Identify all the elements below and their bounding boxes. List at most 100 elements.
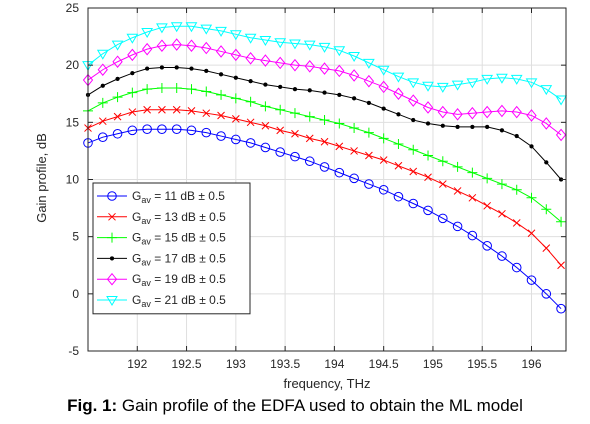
data-point [143, 105, 151, 114]
series-1 [83, 124, 566, 314]
data-point [201, 41, 212, 55]
data-point [171, 124, 182, 134]
data-point [141, 28, 154, 38]
data-point [451, 80, 464, 91]
data-point [201, 86, 212, 97]
legend-box [92, 182, 251, 315]
data-point [452, 108, 463, 121]
data-point [215, 26, 227, 37]
data-point [541, 204, 552, 215]
data-point [141, 42, 153, 56]
data-point [392, 72, 405, 83]
legend-marker [106, 272, 118, 286]
data-point [112, 55, 123, 69]
y-tick-label: -5 [68, 344, 79, 358]
data-point [319, 162, 330, 172]
y-tick-label: 20 [66, 58, 80, 72]
data-point [363, 58, 375, 69]
data-point [510, 74, 523, 85]
legend-marker [106, 296, 118, 306]
series-5 [82, 38, 567, 142]
tick-layer: 192 192.5 193 193.5 194 194.5 195 195.5 196 -5 0 5 1… [66, 1, 566, 371]
data-point [409, 167, 418, 176]
data-point [156, 39, 168, 53]
data-point [112, 92, 123, 103]
data-point [555, 128, 567, 142]
data-point [393, 139, 404, 150]
data-point [233, 75, 238, 80]
data-point [437, 105, 448, 119]
data-point [304, 60, 315, 73]
data-point [467, 106, 478, 120]
data-point [377, 65, 390, 76]
data-point [158, 105, 166, 114]
data-point [319, 62, 330, 75]
data-point [511, 105, 522, 119]
data-point [217, 111, 225, 120]
data-point [307, 88, 312, 93]
data-point [381, 106, 386, 111]
legend-label: Gav = 11 dB ± 0.5 [132, 189, 225, 205]
legend-item: Gav = 17 dB ± 0.5 [97, 251, 226, 267]
legend-marker [108, 212, 116, 221]
data-point [96, 49, 109, 60]
data-point [144, 66, 150, 71]
data-point [334, 118, 345, 129]
data-point [290, 151, 300, 162]
data-point [468, 193, 477, 202]
legend-label: Gav = 19 dB ± 0.5 [132, 272, 226, 288]
data-point [363, 127, 374, 138]
legend-item: Gav = 21 dB ± 0.5 [97, 293, 226, 309]
data-point [499, 128, 505, 133]
data-point [408, 198, 419, 209]
data-point [289, 108, 300, 119]
data-point [350, 147, 358, 155]
data-point [112, 128, 123, 139]
data-point [115, 76, 120, 82]
x-tick-label: 194 [324, 357, 344, 371]
data-point [351, 96, 357, 101]
legend-label: Gav = 21 dB ± 0.5 [132, 293, 226, 309]
y-axis-label: Gain profile, dB [34, 133, 49, 223]
data-point [172, 105, 181, 114]
data-point [216, 89, 227, 100]
data-point [318, 42, 331, 53]
data-point [289, 39, 301, 50]
data-point [496, 104, 508, 118]
x-tick-label: 195 [423, 357, 443, 371]
data-point [97, 97, 108, 108]
data-point [230, 48, 241, 62]
data-point [126, 33, 139, 44]
data-point [541, 117, 552, 130]
data-point [481, 74, 494, 85]
x-tick-label: 193 [226, 357, 246, 371]
caption-text: Gain profile of the EDFA used to obtain … [121, 396, 523, 415]
data-point [218, 72, 224, 77]
legend-label: Gav = 17 dB ± 0.5 [132, 251, 226, 267]
data-point [525, 78, 538, 89]
data-point [276, 126, 285, 135]
y-tick-label: 15 [66, 115, 80, 129]
data-point [514, 133, 519, 139]
legend-marker [109, 256, 115, 261]
legend-item: Gav = 15 dB ± 0.5 [97, 231, 226, 247]
data-point [512, 219, 521, 227]
data-point [259, 36, 272, 46]
data-point [260, 101, 271, 112]
data-point [365, 151, 373, 160]
data-point [364, 179, 374, 189]
y-tick-label: 5 [72, 230, 79, 244]
legend: Gav = 11 dB ± 0.5 Gav = 13 dB ± 0.5 Gav = … [92, 182, 251, 315]
data-point [526, 192, 537, 203]
series-line [87, 25, 562, 100]
legend-label: Gav = 15 dB ± 0.5 [132, 231, 226, 247]
data-point [231, 115, 240, 123]
data-point [378, 184, 389, 195]
data-point [436, 82, 449, 93]
data-point [333, 46, 346, 57]
data-point [498, 209, 506, 218]
legend-item: Gav = 13 dB ± 0.5 [97, 210, 226, 226]
data-point [452, 221, 463, 232]
data-point [171, 38, 182, 51]
series-line [87, 128, 562, 310]
